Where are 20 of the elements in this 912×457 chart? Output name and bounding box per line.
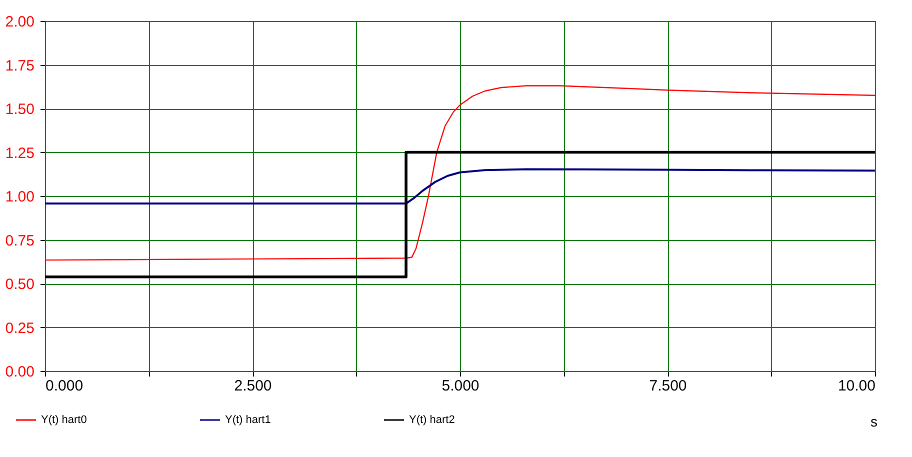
y-tick-label: 0.75: [5, 232, 34, 250]
y-tick-label: 0.50: [5, 276, 34, 293]
line-series: [44, 168, 876, 205]
x-axis-title: s: [870, 414, 878, 430]
legend-label: Y(t) hart2: [409, 414, 455, 426]
legend-label: Y(t) hart0: [41, 414, 87, 426]
y-tick-label: 1.75: [5, 57, 34, 74]
y-tick-label: 0.00: [5, 364, 34, 380]
legend-label: Y(t) hart1: [225, 414, 271, 426]
x-tick-label: 2.500: [234, 378, 272, 394]
line-series: [44, 85, 876, 261]
y-tick-label: 1.00: [5, 188, 34, 206]
y-tick-label: 1.50: [5, 101, 34, 118]
x-tick-label: 5.000: [442, 378, 480, 394]
x-tick-label: 10.00: [838, 378, 876, 394]
y-tick-label: 1.25: [5, 144, 34, 162]
y-tick-label: 2.00: [5, 14, 34, 30]
y-tick-label: 0.25: [5, 320, 34, 337]
x-tick-label: 0.000: [46, 378, 84, 394]
x-tick-label: 7.500: [649, 378, 687, 394]
